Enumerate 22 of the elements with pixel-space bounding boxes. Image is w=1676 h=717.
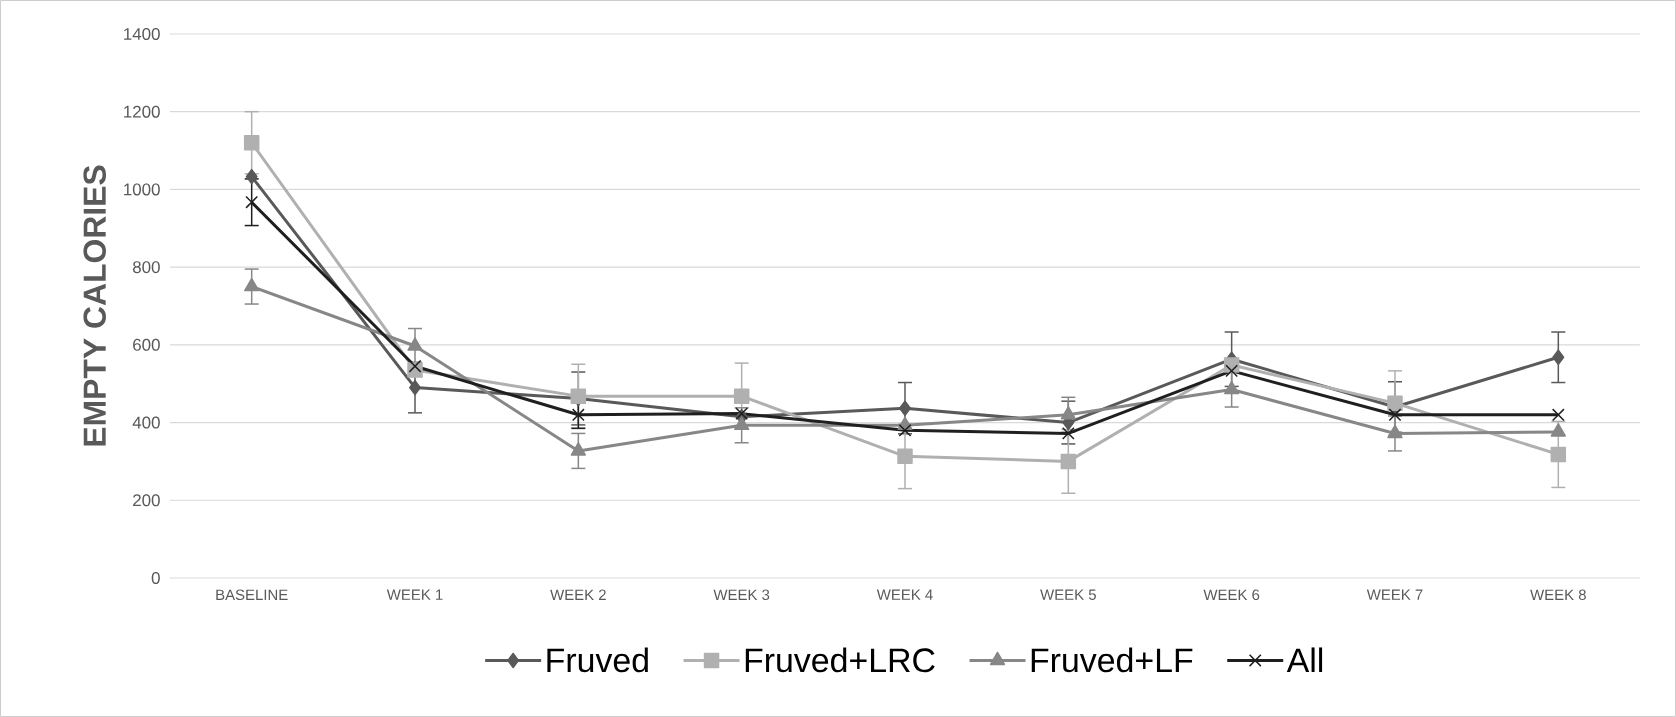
y-axis-title: EMPTY CALORIES	[83, 165, 106, 446]
x-tick-label: WEEK 2	[550, 589, 606, 600]
y-tick-label: 1000	[124, 183, 160, 196]
x-tick-label: WEEK 1	[386, 589, 443, 600]
legend-label: Fruved+LF	[1031, 647, 1193, 673]
x-tick-label: WEEK 3	[713, 589, 770, 601]
legend-label: All	[1286, 647, 1323, 672]
x-tick-label: WEEK 8	[1530, 589, 1586, 601]
y-tick-label: 400	[132, 416, 160, 429]
legend-label: Fruved	[547, 647, 648, 673]
y-tick-label: 1400	[124, 27, 160, 40]
y-tick-label: 0	[151, 571, 160, 584]
y-tick-label: 600	[133, 338, 160, 351]
x-tick-label: WEEK 6	[1203, 589, 1260, 601]
y-tick-label: 200	[133, 494, 160, 507]
legend-label: Fruved+LRC	[745, 647, 935, 673]
y-tick-label: 1200	[124, 105, 160, 118]
x-tick-label: WEEK 5	[1040, 589, 1096, 600]
x-tick-label: BASELINE	[216, 589, 288, 601]
x-tick-label: WEEK 4	[876, 589, 933, 600]
y-tick-label: 800	[132, 261, 160, 274]
x-tick-label: WEEK 7	[1366, 589, 1423, 600]
